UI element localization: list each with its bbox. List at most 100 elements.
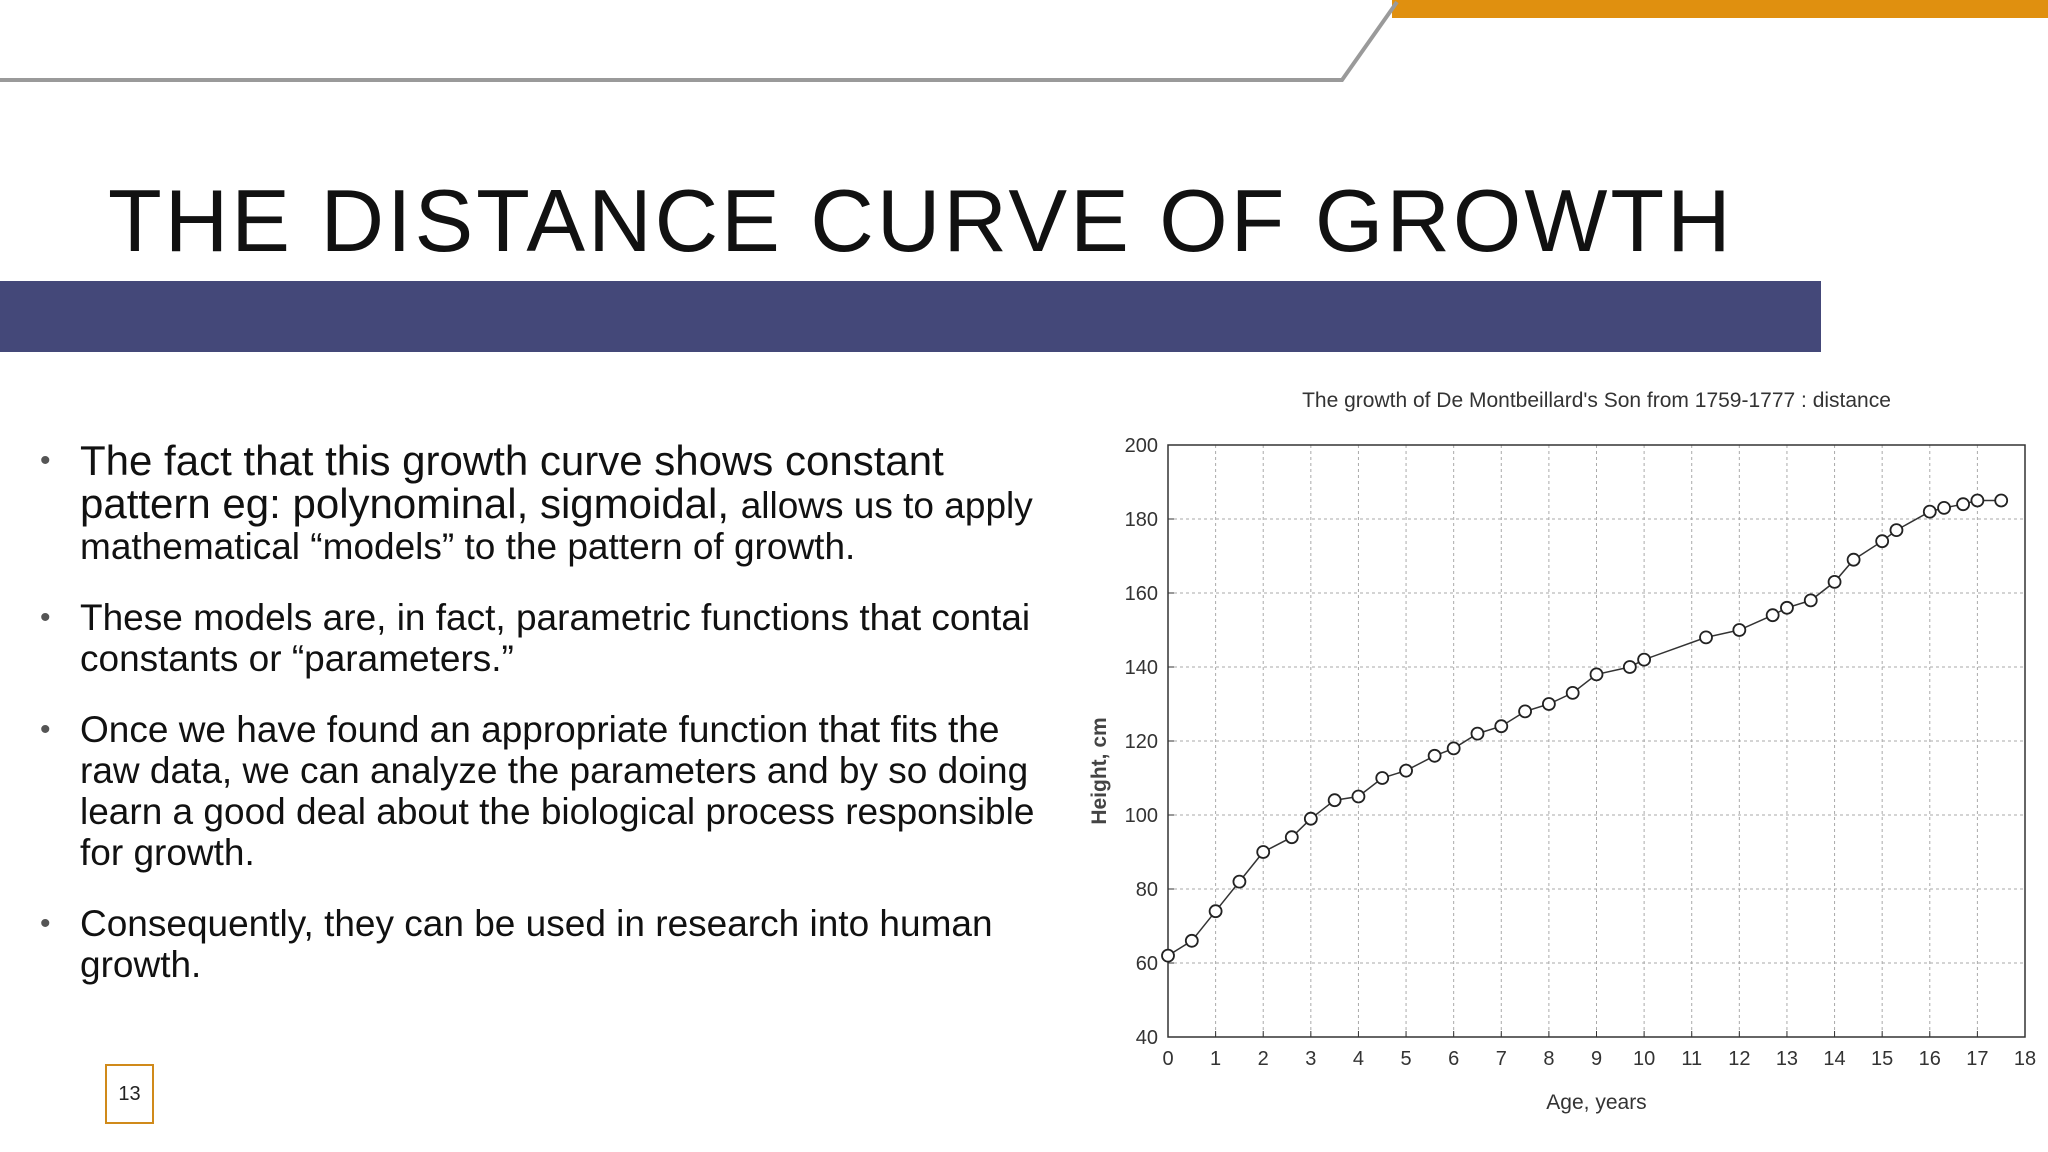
x-tick-label: 16 (1919, 1048, 1941, 1070)
data-point (1765, 608, 1780, 623)
data-point (1232, 874, 1247, 889)
x-tick-label: 8 (1543, 1048, 1554, 1070)
bullet-text: These models are, in fact, parametric fu… (80, 597, 1031, 638)
data-point (1622, 660, 1637, 674)
data-point (1541, 697, 1556, 711)
bullet-line: Consequently, they can be used in resear… (80, 903, 1066, 944)
x-tick-label: 4 (1353, 1048, 1364, 1070)
bullet-text: The fact that this growth curve shows co… (80, 440, 944, 484)
data-point (1970, 493, 1985, 508)
bullet-line: raw data, we can analyze the parameters … (80, 750, 1066, 791)
bullet-dot-icon: • (40, 444, 51, 477)
data-point (1889, 523, 1904, 538)
bullet-list: • The fact that this growth curve shows c… (40, 440, 1066, 1015)
slide-title: THE DISTANCE CURVE OF GROWTH (108, 171, 1734, 270)
bullet-line: Once we have found an appropriate functi… (80, 709, 1066, 750)
y-tick-label: 120 (1125, 731, 1158, 753)
x-tick-label: 5 (1400, 1048, 1411, 1070)
data-point (1446, 741, 1461, 756)
data-point (1780, 600, 1794, 615)
bullet-line: for growth. (80, 832, 1066, 873)
bullet-line: The fact that this growth curve shows co… (80, 440, 1066, 483)
bullet-text: pattern eg: polynominal, sigmoidal, (80, 480, 741, 527)
data-point (1699, 630, 1713, 645)
y-axis-label: Height, cm (1088, 717, 1111, 824)
x-tick-label: 15 (1871, 1048, 1893, 1070)
bullet-line: pattern eg: polynominal, sigmoidal, allo… (80, 480, 1066, 527)
gray-header-line (0, 0, 1399, 82)
title-underline-bar (0, 281, 1821, 352)
bullet-dot-icon: • (40, 907, 51, 940)
growth-chart: The growth of De Montbeillard's Son from… (1088, 389, 2036, 1114)
data-point (1589, 667, 1604, 682)
bullet-line: learn a good deal about the biological p… (80, 791, 1066, 832)
y-tick-label: 200 (1125, 435, 1158, 457)
bullet-line: These models are, in fact, parametric fu… (80, 597, 1066, 638)
y-tick-label: 180 (1125, 509, 1158, 531)
x-tick-label: 18 (2014, 1048, 2036, 1070)
bullet-text: raw data, we can analyze the parameters … (80, 750, 1029, 791)
x-tick-label: 10 (1633, 1048, 1655, 1070)
data-point (1494, 719, 1509, 734)
bullet-item: • Consequently, they can be used in resea… (40, 903, 1066, 985)
data-point (1303, 811, 1318, 826)
bullet-dot-icon: • (40, 713, 51, 746)
data-point (1827, 574, 1842, 589)
data-point (1518, 704, 1532, 719)
x-tick-label: 11 (1681, 1048, 1702, 1070)
bullet-text: Once we have found an appropriate functi… (80, 709, 1000, 750)
x-tick-label: 17 (1966, 1048, 1988, 1070)
y-tick-label: 100 (1125, 805, 1158, 827)
x-tick-label: 6 (1448, 1048, 1459, 1070)
data-point (1994, 493, 2009, 508)
data-point (1470, 726, 1485, 741)
data-point (1208, 904, 1223, 919)
bullet-item: • Once we have found an appropriate funct… (40, 709, 1066, 873)
x-tick-label: 9 (1591, 1048, 1602, 1070)
x-tick-label: 13 (1776, 1048, 1798, 1070)
bullet-text: mathematical “models” to the pattern of … (80, 526, 856, 567)
x-tick-label: 1 (1210, 1048, 1221, 1070)
data-point (1637, 652, 1652, 667)
bullet-text: Consequently, they can be used in resear… (80, 903, 993, 944)
x-tick-label: 14 (1823, 1048, 1845, 1070)
page-number: 13 (105, 1064, 154, 1124)
y-tick-label: 160 (1125, 583, 1158, 605)
y-tick-label: 60 (1136, 953, 1158, 975)
data-point (1956, 497, 1971, 512)
x-tick-label: 12 (1728, 1048, 1750, 1070)
data-point (1875, 534, 1890, 549)
bullet-item: • The fact that this growth curve shows c… (40, 440, 1066, 567)
data-point (1327, 793, 1342, 808)
y-tick-label: 40 (1136, 1027, 1158, 1049)
bullet-line: growth. (80, 944, 1066, 985)
bullet-line: constants or “parameters.” (80, 638, 1066, 679)
data-point (1351, 789, 1366, 804)
bullet-item: • These models are, in fact, parametric f… (40, 597, 1066, 679)
data-point (1937, 501, 1951, 515)
bullet-text: learn a good deal about the biological p… (80, 791, 1035, 832)
bullet-text: growth. (80, 944, 202, 985)
data-point (1284, 830, 1299, 845)
data-point (1565, 685, 1580, 700)
data-point (1803, 593, 1818, 608)
data-point (1161, 948, 1175, 963)
data-point (1427, 748, 1442, 763)
data-point (1846, 552, 1861, 567)
data-point (1922, 504, 1937, 519)
y-tick-label: 140 (1125, 657, 1158, 679)
bullet-line: mathematical “models” to the pattern of … (80, 526, 1066, 567)
data-point (1256, 845, 1271, 859)
data-point (1184, 933, 1199, 948)
bullet-dot-icon: • (40, 601, 51, 634)
x-axis-label: Age, years (1546, 1091, 1646, 1114)
x-tick-label: 0 (1162, 1048, 1173, 1070)
series-line (1167, 499, 2002, 957)
x-tick-label: 7 (1496, 1048, 1507, 1070)
bullet-text: for growth. (80, 832, 255, 873)
data-point (1375, 771, 1390, 785)
orange-accent-bar (1392, 0, 2048, 18)
bullet-text: allows us to apply (740, 485, 1033, 526)
header-decoration (0, 0, 2048, 82)
data-point (1732, 623, 1747, 637)
